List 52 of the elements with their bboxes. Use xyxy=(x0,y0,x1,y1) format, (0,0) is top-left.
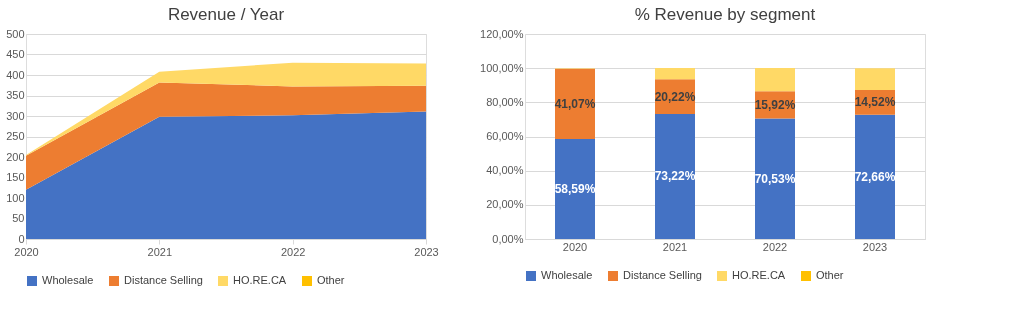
y-tick-label: 350 xyxy=(6,89,25,101)
data-label: 58,59% xyxy=(554,181,596,196)
x-tick-label: 2023 xyxy=(414,245,439,258)
data-label: 73,22% xyxy=(654,169,696,184)
bar xyxy=(555,68,595,139)
y-tick-label: 500 xyxy=(6,27,25,40)
bar xyxy=(655,68,695,80)
x-tick-label: 2020 xyxy=(14,245,39,258)
y-tick-label: 450 xyxy=(6,48,25,60)
data-label: 70,53% xyxy=(754,171,796,186)
y-tick-label: 0 xyxy=(18,232,25,245)
data-label: 72,66% xyxy=(854,169,896,184)
legend-label: HO.RE.CA xyxy=(732,269,786,281)
x-tick-label: 2022 xyxy=(762,240,788,253)
legend-label: HO.RE.CA xyxy=(233,274,287,286)
bar xyxy=(855,114,895,239)
legend-label: Other xyxy=(816,269,844,281)
y-tick-label: 0,00% xyxy=(492,232,524,245)
y-tick-label: 100,00% xyxy=(480,61,524,74)
x-tick-label: 2020 xyxy=(562,240,588,253)
chart-title: Revenue / Year xyxy=(167,5,285,24)
x-tick-label: 2022 xyxy=(280,245,306,258)
bar xyxy=(755,118,795,239)
x-tick-label: 2023 xyxy=(862,240,888,253)
x-tick-label: 2021 xyxy=(662,240,688,253)
data-label: 15,92% xyxy=(754,97,796,112)
y-tick-label: 300 xyxy=(6,109,25,122)
data-label: 41,07% xyxy=(554,96,596,111)
legend-label: Distance Selling xyxy=(623,269,702,281)
bar xyxy=(755,68,795,92)
y-tick-label: 100 xyxy=(6,191,25,204)
y-tick-label: 120,00% xyxy=(480,27,524,40)
y-tick-label: 60,00% xyxy=(486,130,524,142)
bar xyxy=(655,113,695,239)
legend-label: Other xyxy=(317,274,345,286)
y-tick-label: 40,00% xyxy=(486,164,524,177)
legend-label: Distance Selling xyxy=(124,274,203,286)
y-tick-label: 80,00% xyxy=(486,95,524,108)
y-tick-label: 150 xyxy=(6,171,25,183)
y-tick-label: 50 xyxy=(12,212,25,224)
legend-label: Wholesale xyxy=(541,269,593,281)
y-tick-label: 200 xyxy=(6,150,25,163)
legend-label: Wholesale xyxy=(42,274,94,286)
x-tick-label: 2021 xyxy=(147,245,173,258)
y-tick-label: 20,00% xyxy=(486,198,524,211)
bar xyxy=(555,138,595,239)
y-tick-label: 250 xyxy=(6,130,25,142)
data-label: 14,52% xyxy=(854,95,896,110)
bar xyxy=(855,68,895,91)
data-label: 20,22% xyxy=(654,89,696,104)
chart-title: % Revenue by segment xyxy=(634,5,816,24)
y-tick-label: 400 xyxy=(6,68,25,81)
